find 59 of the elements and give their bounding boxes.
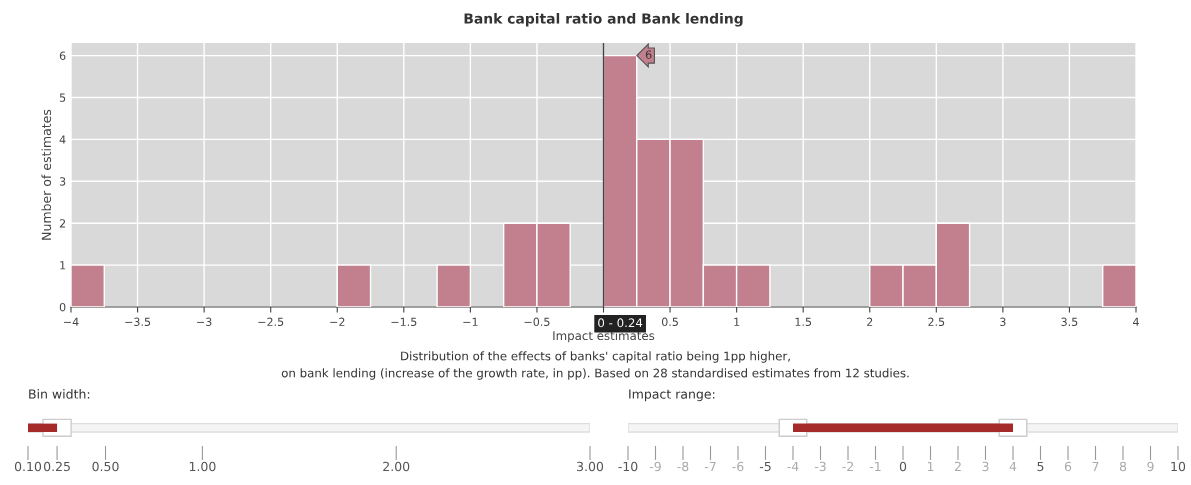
x-tick-label: −2: [330, 317, 345, 326]
x-tick-label: 10: [1171, 461, 1186, 472]
text: on bank lending (increase of the growth rate, in pp). Based on 28 standardised estimates from 12 studies.: [281, 368, 909, 380]
x-tick-label: 0.5: [661, 317, 678, 327]
x-tick-label: −0.5: [524, 317, 550, 327]
y-tick-label: 6: [59, 51, 66, 60]
annotation: 6: [645, 50, 652, 59]
x-tick-label: -4: [787, 461, 799, 471]
x-tick-label: -1: [869, 461, 881, 471]
x-axis-title: Impact estimates: [553, 330, 655, 343]
chart-title: Bin width:: [29, 389, 90, 399]
x-tick-label: -9: [649, 461, 661, 472]
x-tick-label: 9: [1147, 461, 1154, 472]
x-tick-label: −2.5: [258, 317, 284, 327]
x-tick-label: 3: [1000, 317, 1006, 327]
x-tick-label: 2.5: [928, 317, 945, 327]
chart-title: Bank capital ratio and Bank lending: [464, 13, 743, 27]
x-tick-label: 5: [1037, 461, 1044, 472]
y-tick-label: 0: [59, 302, 66, 312]
x-tick-label: 0: [899, 461, 907, 472]
x-tick-label: -10: [618, 461, 638, 472]
y-tick-label: 5: [59, 93, 66, 102]
x-tick-label: 1: [927, 461, 934, 471]
chart-title: Impact range:: [629, 389, 715, 402]
x-tick-label: -5: [759, 461, 771, 472]
x-tick-label: 8: [1119, 461, 1127, 472]
x-tick-label: 2.00: [383, 461, 410, 472]
x-tick-label: 4: [1009, 461, 1017, 471]
x-tick-label: −3.5: [125, 317, 151, 327]
x-tick-label: 3.5: [1061, 317, 1078, 327]
x-tick-label: -3: [814, 461, 826, 472]
x-tick-label: −1: [463, 317, 478, 326]
x-tick-label: 4: [1133, 317, 1139, 326]
x-tick-label: 2: [867, 317, 873, 326]
x-tick-label: -8: [677, 461, 689, 472]
x-tick-label: −3: [197, 317, 212, 327]
y-tick-label: 2: [59, 219, 66, 228]
x-tick-label: -7: [704, 461, 716, 471]
x-tick-label: 2: [954, 461, 961, 471]
x-tick-label: 1: [734, 317, 740, 326]
x-tick-label: 0.25: [43, 461, 70, 472]
x-tick-label: 1.00: [189, 461, 216, 472]
x-tick-label: 7: [1092, 461, 1099, 471]
y-tick-label: 3: [59, 177, 66, 186]
x-tick-label: 0.50: [92, 461, 119, 472]
x-tick-label: -6: [732, 461, 744, 472]
x-tick-label: -2: [842, 461, 853, 471]
x-tick-label: 1.5: [795, 317, 812, 327]
x-tick-label: −1.5: [391, 317, 417, 327]
y-tick-label: 1: [60, 261, 66, 270]
x-tick-label: 3.00: [577, 461, 604, 472]
x-tick-label: −4: [63, 317, 79, 326]
y-tick-label: 4: [59, 135, 66, 144]
x-tick-label: 3: [982, 461, 989, 472]
x-tick-label: 0.10: [14, 461, 42, 472]
text: Distribution of the effects of banks' capital ratio being 1pp higher,: [401, 351, 790, 363]
annotation: 0 - 0.24: [598, 318, 643, 328]
y-axis-title: Number of estimates: [41, 109, 52, 240]
x-tick-label: 6: [1064, 461, 1072, 472]
